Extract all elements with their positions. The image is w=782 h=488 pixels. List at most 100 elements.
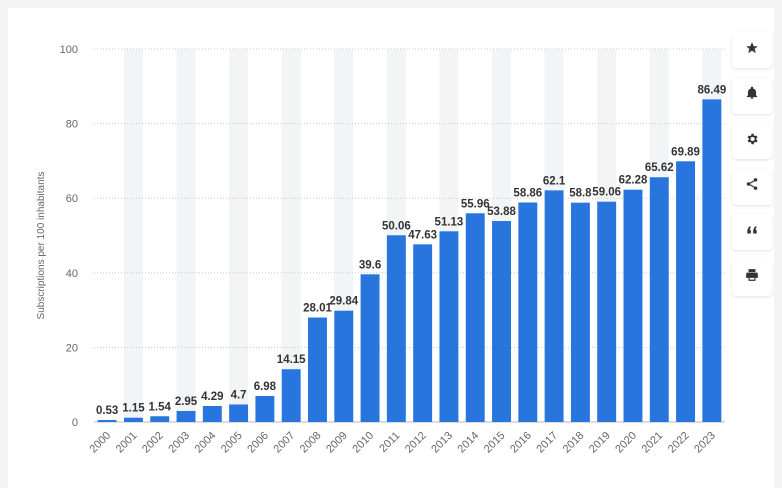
share-icon xyxy=(745,177,759,196)
data-label: 2.95 xyxy=(175,396,198,408)
bell-icon xyxy=(745,86,759,105)
bar[interactable] xyxy=(202,405,222,422)
x-tick-label: 2023 xyxy=(692,430,718,456)
x-tick-label: 2000 xyxy=(87,430,113,456)
x-tick-label: 2022 xyxy=(666,430,692,456)
bar[interactable] xyxy=(281,369,301,422)
bar[interactable] xyxy=(597,201,617,422)
share-button[interactable] xyxy=(732,168,772,205)
data-label: 51.13 xyxy=(435,216,464,228)
data-label: 6.98 xyxy=(254,381,277,393)
x-tick-label: 2016 xyxy=(508,430,534,456)
data-label: 1.15 xyxy=(122,403,145,415)
x-tick-label: 2005 xyxy=(219,430,245,456)
y-tick-label: 40 xyxy=(66,268,78,280)
bar[interactable] xyxy=(465,213,485,422)
bar[interactable] xyxy=(413,244,433,422)
data-label: 39.6 xyxy=(359,259,381,271)
data-label: 14.15 xyxy=(277,354,306,366)
bar[interactable] xyxy=(255,395,275,422)
data-label: 53.88 xyxy=(487,206,516,218)
data-label: 4.7 xyxy=(231,389,247,401)
x-tick-label: 2019 xyxy=(587,430,613,456)
bar[interactable] xyxy=(544,190,564,422)
x-tick-label: 2017 xyxy=(534,430,560,456)
data-label: 86.49 xyxy=(697,84,726,96)
bar[interactable] xyxy=(308,317,327,422)
data-label: 59.06 xyxy=(592,187,621,199)
column-stripe xyxy=(229,49,249,422)
y-axis-ticks: 0 20 40 60 80 100 xyxy=(60,44,78,429)
x-tick-label: 2006 xyxy=(245,430,271,456)
data-label: 0.53 xyxy=(96,405,118,417)
settings-button[interactable] xyxy=(732,123,772,159)
data-label: 47.63 xyxy=(408,229,437,241)
print-button[interactable] xyxy=(732,259,772,296)
bar[interactable] xyxy=(702,99,722,422)
data-label: 50.06 xyxy=(382,220,411,232)
sidebar-toolbar xyxy=(732,32,772,305)
data-labels: 0.53 1.15 1.54 2.95 4.29 4.7 6.98 14.15 28.0129.… xyxy=(96,84,726,417)
bar[interactable] xyxy=(123,417,143,422)
x-tick-label: 2018 xyxy=(561,430,587,456)
notification-button[interactable] xyxy=(732,77,772,114)
x-tick-label: 2011 xyxy=(377,430,402,455)
x-tick-label: 2007 xyxy=(272,430,298,456)
y-axis-title: Subscriptions per 100 inhabitants xyxy=(36,172,47,320)
bar-chart: 0 20 40 60 80 100 Subscriptions per 100 inhab… xyxy=(36,44,726,456)
data-label: 69.89 xyxy=(671,146,700,158)
bar[interactable] xyxy=(386,235,406,422)
x-tick-label: 2014 xyxy=(456,430,482,456)
x-tick-label: 2008 xyxy=(298,430,324,456)
data-label: 29.84 xyxy=(329,296,358,308)
y-tick-label: 80 xyxy=(66,119,78,131)
bar[interactable] xyxy=(229,404,249,422)
data-label: 28.01 xyxy=(303,303,332,315)
bar[interactable] xyxy=(439,231,459,422)
gear-icon xyxy=(745,132,759,151)
data-label: 58.8 xyxy=(569,188,592,200)
favorite-button[interactable] xyxy=(732,32,772,68)
data-label: 58.86 xyxy=(513,187,542,199)
bar[interactable] xyxy=(360,274,380,422)
column-stripe xyxy=(281,49,301,422)
gridlines xyxy=(94,48,725,423)
x-tick-label: 2015 xyxy=(482,430,508,456)
bar[interactable] xyxy=(518,202,538,422)
bar[interactable] xyxy=(570,202,590,422)
chart-card: 0 20 40 60 80 100 Subscriptions per 100 inhab… xyxy=(8,8,774,488)
column-stripe xyxy=(176,49,196,422)
x-tick-label: 2021 xyxy=(640,430,666,456)
bar[interactable] xyxy=(176,410,196,422)
print-icon xyxy=(745,268,759,287)
x-tick-label: 2012 xyxy=(403,430,429,456)
x-tick-label: 2003 xyxy=(166,430,192,456)
cite-button[interactable] xyxy=(732,214,772,250)
x-tick-label: 2013 xyxy=(429,430,455,456)
x-tick-label: 2004 xyxy=(193,430,219,456)
y-tick-label: 0 xyxy=(72,417,78,429)
quote-icon xyxy=(745,223,759,242)
x-tick-label: 2009 xyxy=(324,430,350,456)
column-stripe xyxy=(123,49,143,422)
y-tick-label: 60 xyxy=(66,193,78,205)
x-tick-label: 2010 xyxy=(350,430,376,456)
data-label: 55.96 xyxy=(461,198,490,210)
bar[interactable] xyxy=(492,221,511,422)
bar[interactable] xyxy=(334,310,354,422)
bar[interactable] xyxy=(676,161,696,422)
y-tick-label: 100 xyxy=(60,44,78,56)
data-label: 65.62 xyxy=(645,162,674,174)
data-label: 1.54 xyxy=(149,401,172,413)
data-label: 62.1 xyxy=(543,175,566,187)
bars xyxy=(97,99,722,422)
star-icon xyxy=(745,41,759,60)
bar[interactable] xyxy=(150,416,170,422)
x-tick-label: 2001 xyxy=(114,430,140,456)
bar[interactable] xyxy=(97,420,117,422)
data-label: 62.28 xyxy=(619,175,648,187)
x-axis-ticks: 2000 2001 2002 2003 2004 2005 2006 2007 2008 2009… xyxy=(87,430,718,456)
x-tick-label: 2020 xyxy=(613,430,639,456)
bar[interactable] xyxy=(649,177,669,422)
bar[interactable] xyxy=(623,189,643,422)
